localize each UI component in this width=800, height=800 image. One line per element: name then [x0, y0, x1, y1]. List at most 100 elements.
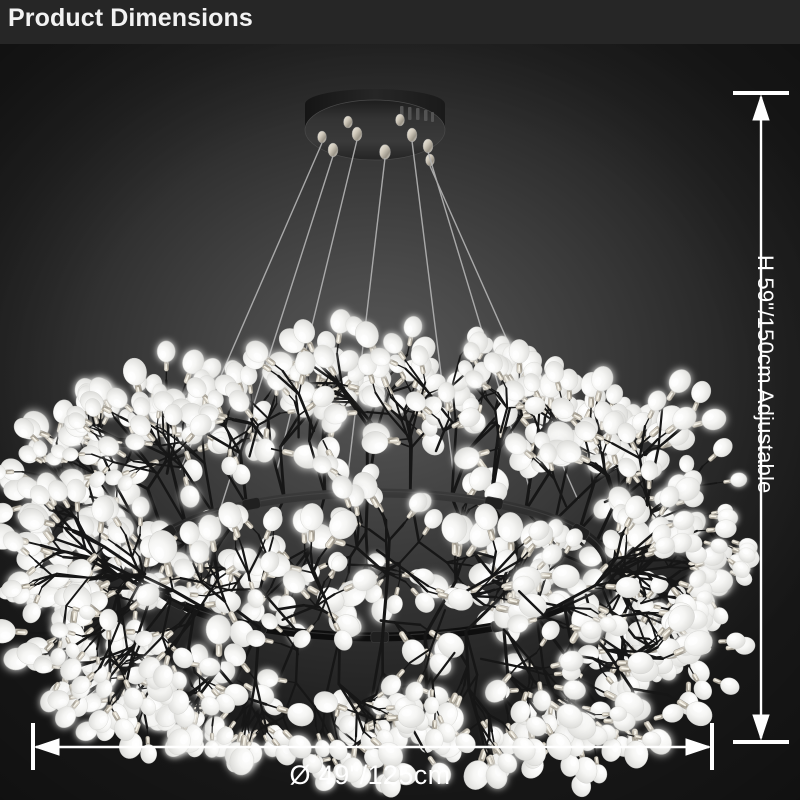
led-leaf: [502, 722, 536, 761]
led-leaf: [266, 371, 296, 402]
led-leaf: [653, 605, 695, 647]
led-leaf: [60, 643, 91, 681]
led-leaf: [161, 636, 194, 669]
led-leaf: [130, 414, 162, 449]
led-leaf: [507, 396, 546, 415]
led-leaf: [121, 583, 160, 617]
led-leaf: [586, 614, 617, 633]
led-leaf: [523, 373, 543, 406]
led-leaf: [474, 503, 498, 552]
led-leaf: [494, 575, 535, 595]
led-leaf: [68, 412, 97, 437]
led-leaf: [362, 730, 404, 767]
led-leaf: [205, 614, 232, 670]
led-leaf: [423, 748, 452, 784]
led-leaf: [507, 614, 546, 634]
led-leaf: [239, 365, 258, 403]
led-leaf: [173, 558, 211, 586]
led-leaf: [179, 414, 212, 450]
led-leaf: [402, 492, 428, 526]
led-leaf: [29, 485, 60, 517]
led-leaf: [18, 507, 66, 531]
led-leaf: [640, 536, 675, 555]
led-leaf: [229, 723, 254, 776]
led-leaf: [383, 332, 411, 368]
chandelier-fixture: [0, 309, 760, 798]
led-leaf: [626, 731, 662, 749]
led-leaf: [405, 666, 427, 702]
led-leaf: [169, 658, 187, 689]
led-leaf: [221, 441, 238, 476]
led-leaf: [228, 390, 259, 426]
ceiling-canopy: [304, 89, 446, 167]
led-leaf: [148, 530, 178, 591]
page-title: Product Dimensions: [8, 4, 253, 32]
led-leaf: [380, 662, 411, 696]
led-leaf: [156, 340, 176, 381]
led-leaf: [13, 417, 45, 450]
led-leaf: [462, 466, 493, 509]
led-leaf: [318, 509, 358, 559]
led-leaf: [323, 554, 348, 583]
led-leaf: [533, 672, 551, 712]
led-leaf: [464, 370, 496, 394]
led-leaf: [644, 390, 667, 427]
led-leaf: [559, 368, 579, 409]
led-leaf: [463, 736, 491, 790]
led-leaf: [556, 440, 600, 468]
led-leaf: [104, 468, 137, 486]
led-leaf: [489, 739, 518, 774]
led-leaf: [261, 509, 283, 549]
led-leaf: [528, 564, 580, 589]
led-leaf: [510, 682, 531, 724]
led-leaf: [424, 682, 440, 715]
led-leaf: [32, 440, 52, 469]
led-leaf: [218, 501, 244, 549]
led-leaf: [246, 630, 282, 647]
led-leaf: [300, 503, 324, 554]
led-leaf: [261, 613, 289, 638]
led-leaf: [66, 605, 96, 620]
led-leaf: [657, 406, 697, 440]
led-leaf: [282, 570, 317, 607]
led-leaf: [313, 344, 341, 385]
led-leaf: [330, 309, 352, 354]
led-leaf: [620, 495, 646, 537]
led-leaf: [386, 579, 403, 614]
led-leaf: [334, 568, 377, 595]
led-leaf: [120, 670, 144, 710]
led-leaf: [539, 443, 557, 480]
led-leaf: [410, 345, 429, 383]
led-leaf: [702, 438, 733, 467]
led-leaf: [313, 691, 358, 714]
led-leaf: [617, 422, 641, 459]
led-leaf: [594, 706, 627, 722]
led-leaf: [594, 576, 641, 599]
led-leaf: [427, 588, 474, 611]
led-leaf: [91, 649, 108, 683]
led-leaf: [540, 650, 584, 672]
led-leaf: [405, 391, 439, 420]
led-leaf: [535, 620, 560, 654]
led-leaf: [298, 385, 335, 417]
led-leaf: [19, 445, 50, 467]
led-leaf: [441, 512, 468, 569]
led-leaf: [181, 657, 221, 676]
led-leaf: [312, 455, 346, 479]
led-leaf: [71, 667, 101, 694]
led-leaf: [605, 651, 654, 675]
led-leaf: [254, 418, 276, 463]
led-leaf: [563, 620, 602, 639]
led-leaf: [216, 714, 241, 745]
led-leaf: [682, 569, 707, 600]
led-leaf: [655, 486, 680, 524]
led-leaf: [91, 495, 115, 544]
led-leaf: [560, 528, 583, 561]
led-leaf: [106, 387, 141, 419]
led-leaf: [204, 725, 220, 758]
led-leaf: [485, 665, 518, 703]
led-leaf: [375, 704, 425, 728]
led-leaf: [1, 580, 39, 598]
